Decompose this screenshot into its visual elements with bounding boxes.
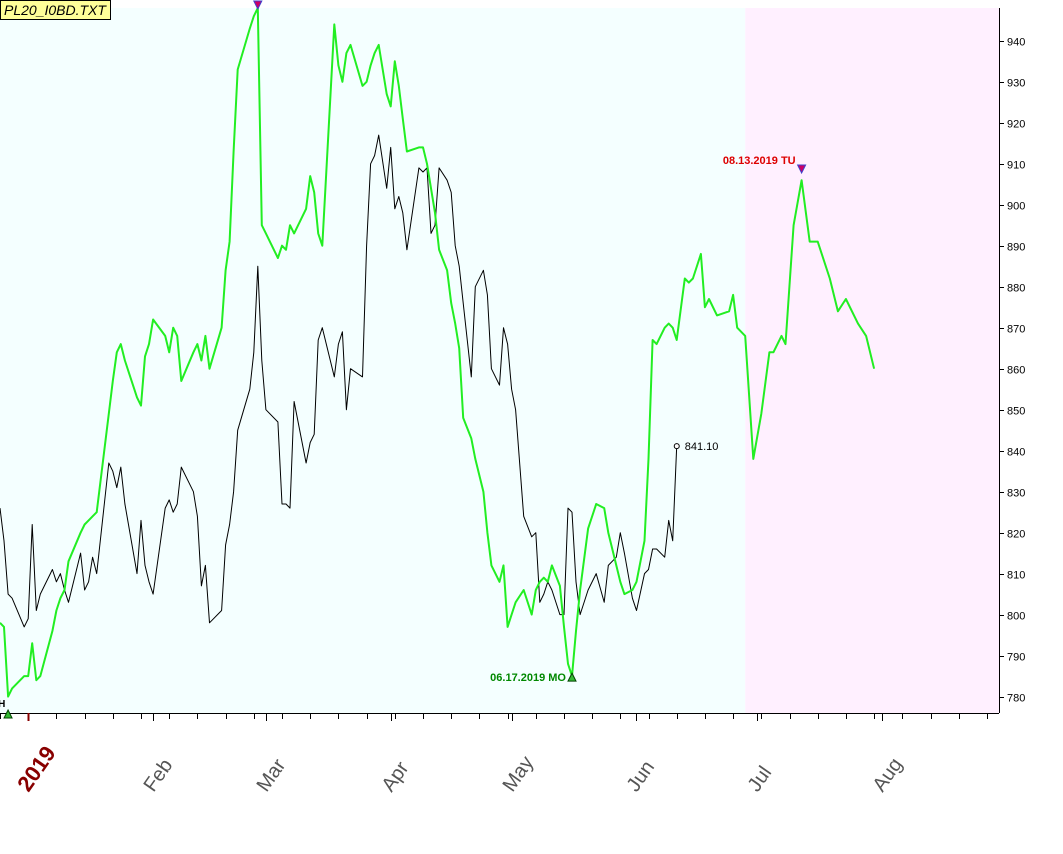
y-tick-label: 870 bbox=[1007, 324, 1025, 336]
y-tick-label: 880 bbox=[1007, 283, 1025, 295]
y-tick-label: 860 bbox=[1007, 365, 1025, 377]
x-year-label: 2019 bbox=[12, 741, 61, 795]
trough-marker bbox=[567, 671, 577, 682]
x-month-label: May bbox=[499, 752, 539, 796]
indicator-line bbox=[0, 7, 876, 698]
peak-marker bbox=[796, 164, 807, 175]
y-tick-label: 900 bbox=[1007, 201, 1025, 213]
x-month-label: Mar bbox=[253, 755, 291, 796]
y-tick-label: 930 bbox=[1007, 78, 1025, 90]
price-line bbox=[0, 134, 678, 628]
last-value-marker bbox=[673, 443, 680, 450]
y-tick-label: 780 bbox=[1007, 693, 1025, 705]
y-tick-label: 850 bbox=[1007, 406, 1025, 418]
y-tick-label: 830 bbox=[1007, 488, 1025, 500]
y-tick-label: 810 bbox=[1007, 570, 1025, 582]
trough-marker bbox=[3, 708, 13, 719]
y-tick-label: 910 bbox=[1007, 160, 1025, 172]
history-region bbox=[0, 8, 746, 713]
y-tick-label: 940 bbox=[1007, 37, 1025, 49]
file-name-label: PL20_I0BD.TXT bbox=[0, 0, 111, 20]
x-month-label: Jun bbox=[623, 757, 660, 796]
y-tick-label: 840 bbox=[1007, 447, 1025, 459]
peak-label: 08.13.2019 TU bbox=[723, 155, 796, 167]
peak-label: 03.04.2019 MO bbox=[176, 0, 252, 3]
y-tick-label: 790 bbox=[1007, 652, 1025, 664]
last-value-label: 841.10 bbox=[685, 441, 719, 453]
x-month-label: Feb bbox=[140, 755, 178, 796]
x-month-label: Apr bbox=[378, 757, 414, 795]
x-month-label: Aug bbox=[869, 754, 907, 796]
x-month-label: Jul bbox=[744, 762, 777, 796]
peak-marker bbox=[252, 0, 263, 11]
y-tick-label: 820 bbox=[1007, 529, 1025, 541]
trough-label: 06.17.2019 MO bbox=[490, 672, 566, 684]
y-tick-label: 920 bbox=[1007, 119, 1025, 131]
trough-label: H bbox=[0, 699, 5, 710]
y-tick-label: 800 bbox=[1007, 611, 1025, 623]
y-tick-label: 890 bbox=[1007, 242, 1025, 254]
